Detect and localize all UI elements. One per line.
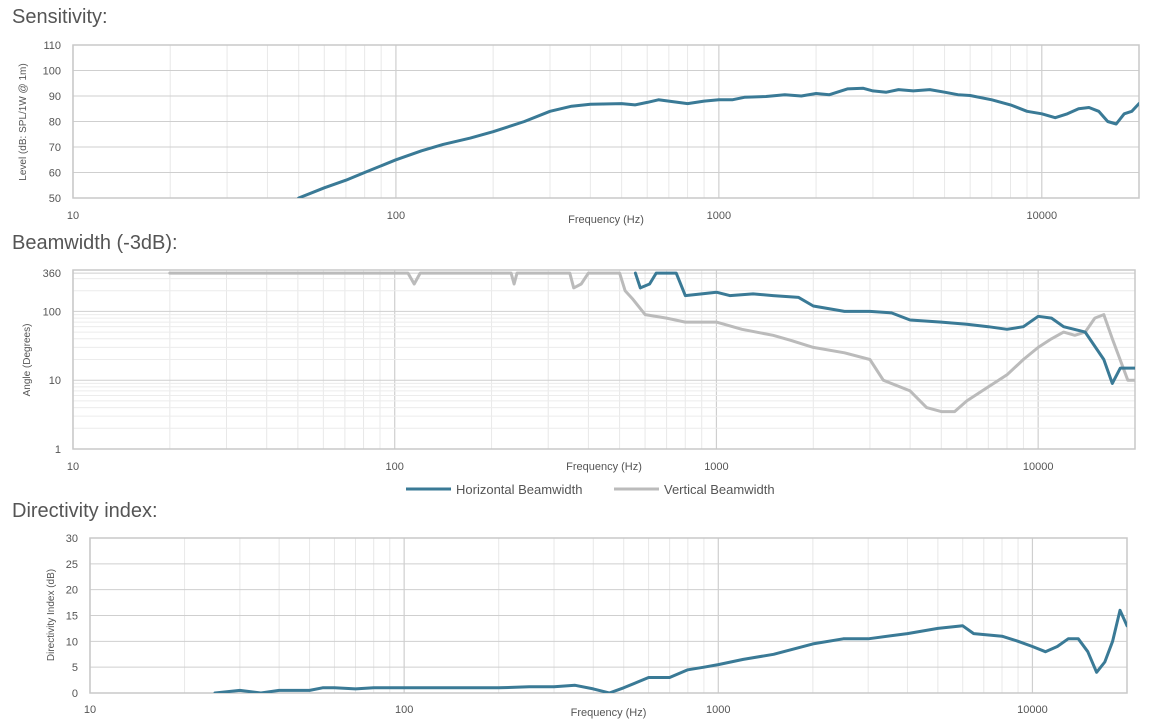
series-line-horizontal-beamwidth	[633, 271, 1135, 385]
x-axis-label: Frequency (Hz)	[566, 461, 642, 473]
y-tick-label: 1	[55, 444, 61, 456]
x-tick-label: 1000	[706, 704, 730, 716]
x-tick-label: 10000	[1023, 461, 1054, 473]
y-tick-label: 25	[66, 559, 78, 571]
y-tick-label: 10	[49, 375, 61, 387]
x-tick-label: 1000	[707, 210, 731, 222]
sensitivity-title: Sensitivity:	[12, 6, 108, 28]
y-tick-label: 100	[43, 66, 61, 78]
y-tick-label: 10	[66, 636, 78, 648]
x-tick-label: 100	[395, 704, 413, 716]
y-tick-label: 80	[49, 117, 61, 129]
y-tick-label: 50	[49, 193, 61, 205]
x-tick-label: 100	[387, 210, 405, 222]
y-tick-label: 30	[66, 533, 78, 545]
plot-frame	[72, 269, 1136, 450]
y-tick-label: 110	[43, 40, 61, 52]
x-tick-label: 10000	[1026, 210, 1057, 222]
series-line-chart0	[297, 86, 1139, 198]
y-tick-label: 90	[49, 91, 61, 103]
series-line-chart2	[213, 608, 1127, 693]
y-axis-label: Level (dB: SPL/1W @ 1m)	[18, 63, 29, 180]
y-tick-label: 360	[43, 268, 61, 280]
beamwidth-title: Beamwidth (-3dB):	[12, 232, 178, 254]
y-tick-label: 100	[43, 306, 61, 318]
y-tick-label: 20	[66, 585, 78, 597]
series-line-vertical-beamwidth	[168, 271, 1135, 414]
x-tick-label: 10	[67, 210, 79, 222]
y-tick-label: 15	[66, 611, 78, 623]
x-tick-label: 10000	[1017, 704, 1048, 716]
plot-frame	[72, 44, 1140, 199]
x-tick-label: 100	[386, 461, 404, 473]
legend-label: Horizontal Beamwidth	[456, 482, 582, 497]
x-axis-label: Frequency (Hz)	[571, 707, 647, 719]
y-tick-label: 5	[72, 662, 78, 674]
x-axis-label: Frequency (Hz)	[568, 214, 644, 226]
y-axis-label: Directivity Index (dB)	[46, 569, 57, 661]
y-tick-label: 0	[72, 688, 78, 700]
legend-label: Vertical Beamwidth	[664, 482, 775, 497]
y-tick-label: 70	[49, 142, 61, 154]
x-tick-label: 10	[84, 704, 96, 716]
x-tick-label: 1000	[704, 461, 728, 473]
y-axis-label: Angle (Degrees)	[22, 324, 33, 397]
x-tick-label: 10	[67, 461, 79, 473]
directivity-title: Directivity index:	[12, 500, 158, 522]
y-tick-label: 60	[49, 168, 61, 180]
